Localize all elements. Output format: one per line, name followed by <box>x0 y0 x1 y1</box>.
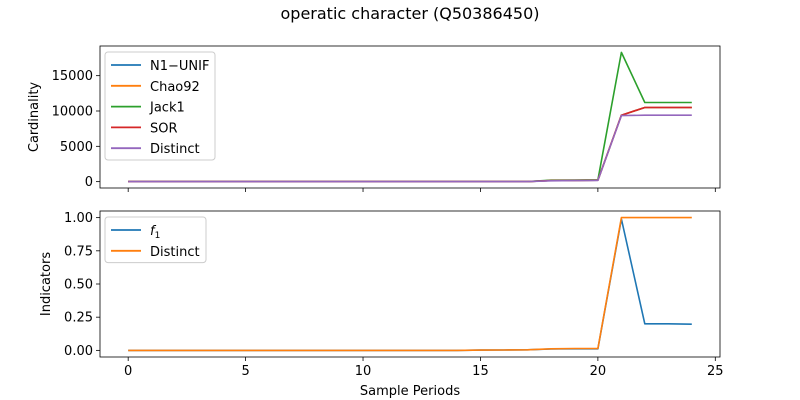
y-tick-label: 0 <box>85 175 93 190</box>
legend: N1−UNIF Chao92 Jack1 SOR Distinct <box>104 51 216 161</box>
x-axis-label: Sample Periods <box>360 384 460 399</box>
y-axis-label: Cardinality <box>27 82 42 153</box>
legend-subscript: 1 <box>155 231 161 241</box>
y-tick-label: 0.75 <box>64 244 93 259</box>
indicators-panel: 0 5 10 15 20 25 0.00 0.25 0.50 0.75 1.00 Indicators… <box>39 210 724 399</box>
x-tick-label: 5 <box>241 364 249 379</box>
y-tick-label: 15000 <box>52 69 93 84</box>
series-line-distinct <box>128 114 692 183</box>
y-tick-label: 0.00 <box>64 344 93 359</box>
legend-entry: N1−UNIF <box>150 59 209 74</box>
y-tick-label: 0.50 <box>64 278 93 293</box>
legend: f1 Distinct <box>104 216 207 264</box>
legend-entry: SOR <box>150 121 178 136</box>
legend-box <box>104 51 216 161</box>
series-line-distinct <box>128 216 692 352</box>
cardinality-panel: 0 5000 10000 15000 Cardinality N1−UNIF Chao92 J… <box>27 45 721 192</box>
legend-entry: Distinct <box>150 142 200 157</box>
x-tick-label: 10 <box>355 364 372 379</box>
y-tick-label: 0.25 <box>64 311 93 326</box>
y-tick-label: 1.00 <box>64 211 93 226</box>
legend-entry: f1 <box>150 224 160 241</box>
y-tick-label: 10000 <box>52 104 93 119</box>
x-tick-label: 0 <box>124 364 132 379</box>
y-axis-label: Indicators <box>39 252 54 316</box>
x-tick-label: 25 <box>707 364 724 379</box>
legend-entry: Jack1 <box>149 101 185 116</box>
y-tick-label: 5000 <box>60 140 93 155</box>
chart-title: operatic character (Q50386450) <box>281 4 540 23</box>
x-tick-label: 20 <box>590 364 607 379</box>
legend-entry: Distinct <box>150 245 200 260</box>
legend-entry: Chao92 <box>150 80 200 95</box>
x-tick-label: 15 <box>472 364 489 379</box>
